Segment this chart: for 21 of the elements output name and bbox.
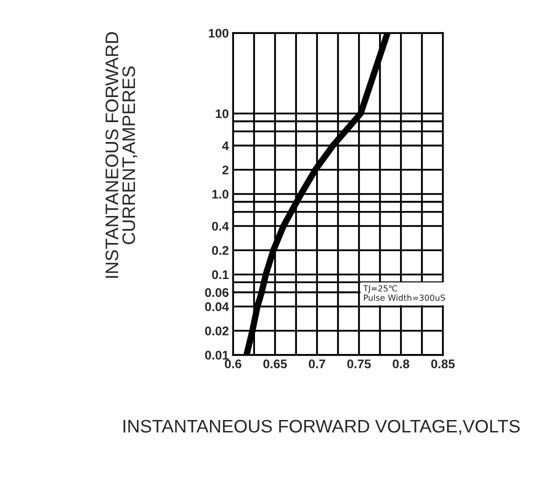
annotation: TJ=25℃ Pulse Width=300uS [363, 285, 445, 301]
y-tick-label: 0.06 [205, 288, 228, 297]
x-tick-label: 0.75 [347, 359, 371, 368]
x-tick-label: 0.65 [263, 359, 287, 368]
y-tick-label: 0.01 [205, 350, 229, 360]
y-tick-label: 0.02 [205, 326, 228, 336]
x-axis-title: INSTANTANEOUS FORWARD VOLTAGE,VOLTS [124, 420, 520, 435]
y-tick-label: 0.4 [212, 222, 229, 231]
y-tick-label: 4 [222, 141, 229, 150]
y-tick-label: 0.2 [212, 246, 228, 255]
y-tick-label: 10 [216, 109, 228, 118]
y-tick-label: 0.1 [212, 270, 229, 280]
x-tick-label: 0.85 [431, 359, 455, 368]
y-tick-label: 0.04 [205, 302, 229, 312]
y-tick-label: 2 [222, 166, 228, 174]
y-tick-label: 1.0 [212, 190, 228, 199]
y-tick-label: 100 [208, 28, 228, 38]
x-tick-label: 0.6 [224, 359, 242, 368]
x-tick-label: 0.8 [392, 359, 410, 368]
y-axis-title: INSTANTANEOUS FORWARD CURRENT,AMPERES [106, 32, 138, 278]
x-tick-label: 0.7 [308, 359, 326, 368]
